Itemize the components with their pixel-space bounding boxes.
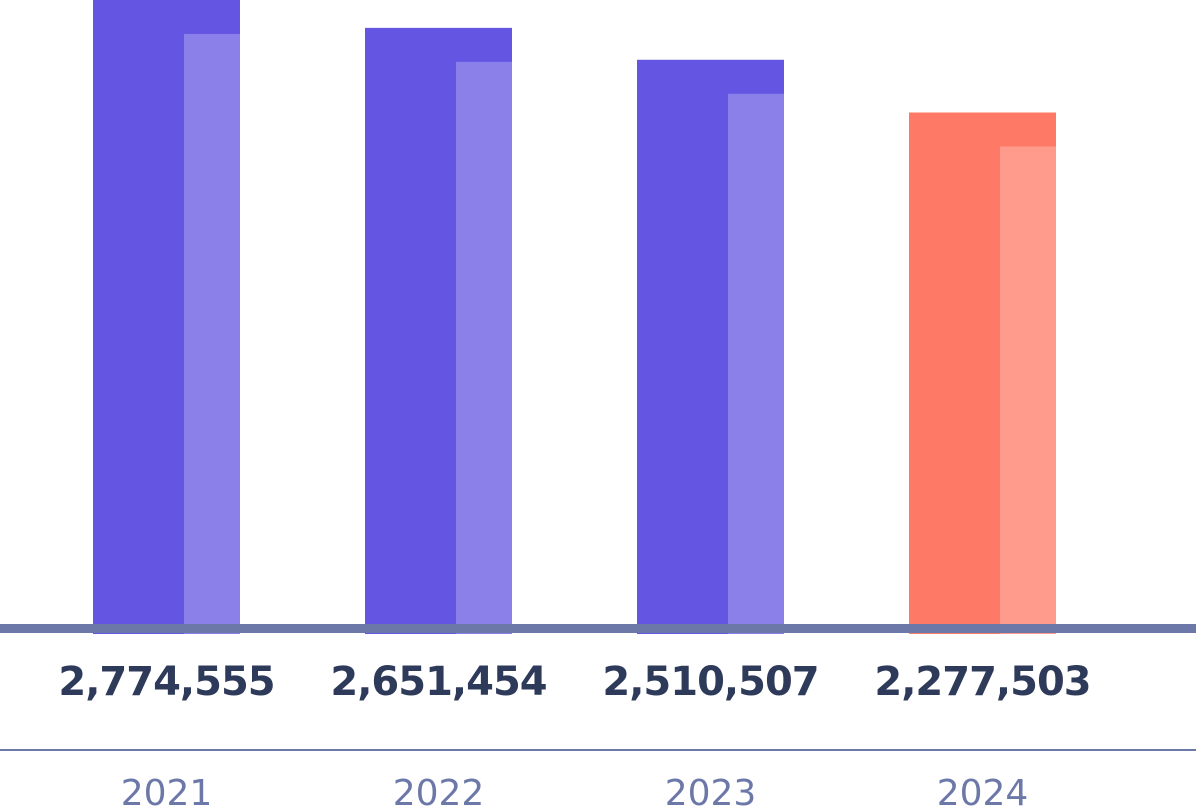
x-tick-label: 2022 xyxy=(393,773,485,808)
x-tick-label: 2021 xyxy=(121,773,213,808)
x-tick-label: 2023 xyxy=(665,773,757,808)
x-tick-label: 2024 xyxy=(937,773,1029,808)
value-label: 2,651,454 xyxy=(330,659,546,705)
baseline xyxy=(0,624,1196,633)
value-label: 2,277,503 xyxy=(874,659,1090,705)
divider xyxy=(0,749,1196,751)
bar-highlight xyxy=(184,34,240,634)
bar-highlight xyxy=(1000,146,1056,635)
bar-highlight xyxy=(728,93,784,634)
value-label: 2,510,507 xyxy=(602,659,818,705)
bars xyxy=(93,0,1056,635)
value-label: 2,774,555 xyxy=(58,659,274,705)
bar-highlight xyxy=(456,61,512,635)
